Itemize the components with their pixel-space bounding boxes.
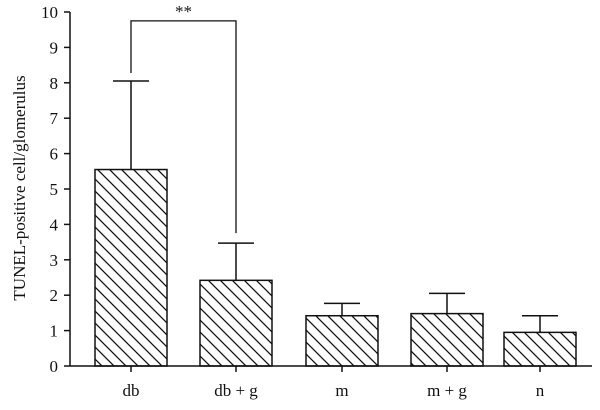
y-tick-label: 4 [50, 215, 59, 234]
bar [503, 331, 577, 367]
y-tick-label: 3 [50, 251, 59, 270]
y-tick-label: 9 [50, 38, 59, 57]
y-tick-label: 5 [50, 180, 59, 199]
x-category-label: m + g [427, 381, 467, 400]
x-category-label: db + g [214, 381, 258, 400]
y-tick-label: 6 [50, 145, 59, 164]
significance-label: ** [175, 2, 192, 21]
y-tick-label: 1 [50, 322, 59, 341]
significance-bracket [130, 20, 237, 234]
x-category-label: db [123, 381, 140, 400]
y-tick-label: 8 [50, 74, 59, 93]
x-category-label: m [335, 381, 348, 400]
bar [410, 312, 484, 367]
y-axis-title: TUNEL-positive cell/glomerulus [10, 75, 29, 300]
x-category-label: n [536, 381, 545, 400]
bar [305, 314, 379, 367]
bars [94, 168, 577, 367]
y-tick-label: 0 [50, 357, 59, 376]
bar [94, 168, 168, 367]
y-tick-label: 7 [50, 109, 59, 128]
error-bars [113, 80, 558, 333]
labels: 0 1 2 3 4 5 6 7 8 9 10 db db + g m m + g n ** [41, 2, 545, 400]
y-tick-label: 2 [50, 286, 59, 305]
y-tick-label: 10 [41, 3, 58, 22]
bar [199, 279, 273, 367]
